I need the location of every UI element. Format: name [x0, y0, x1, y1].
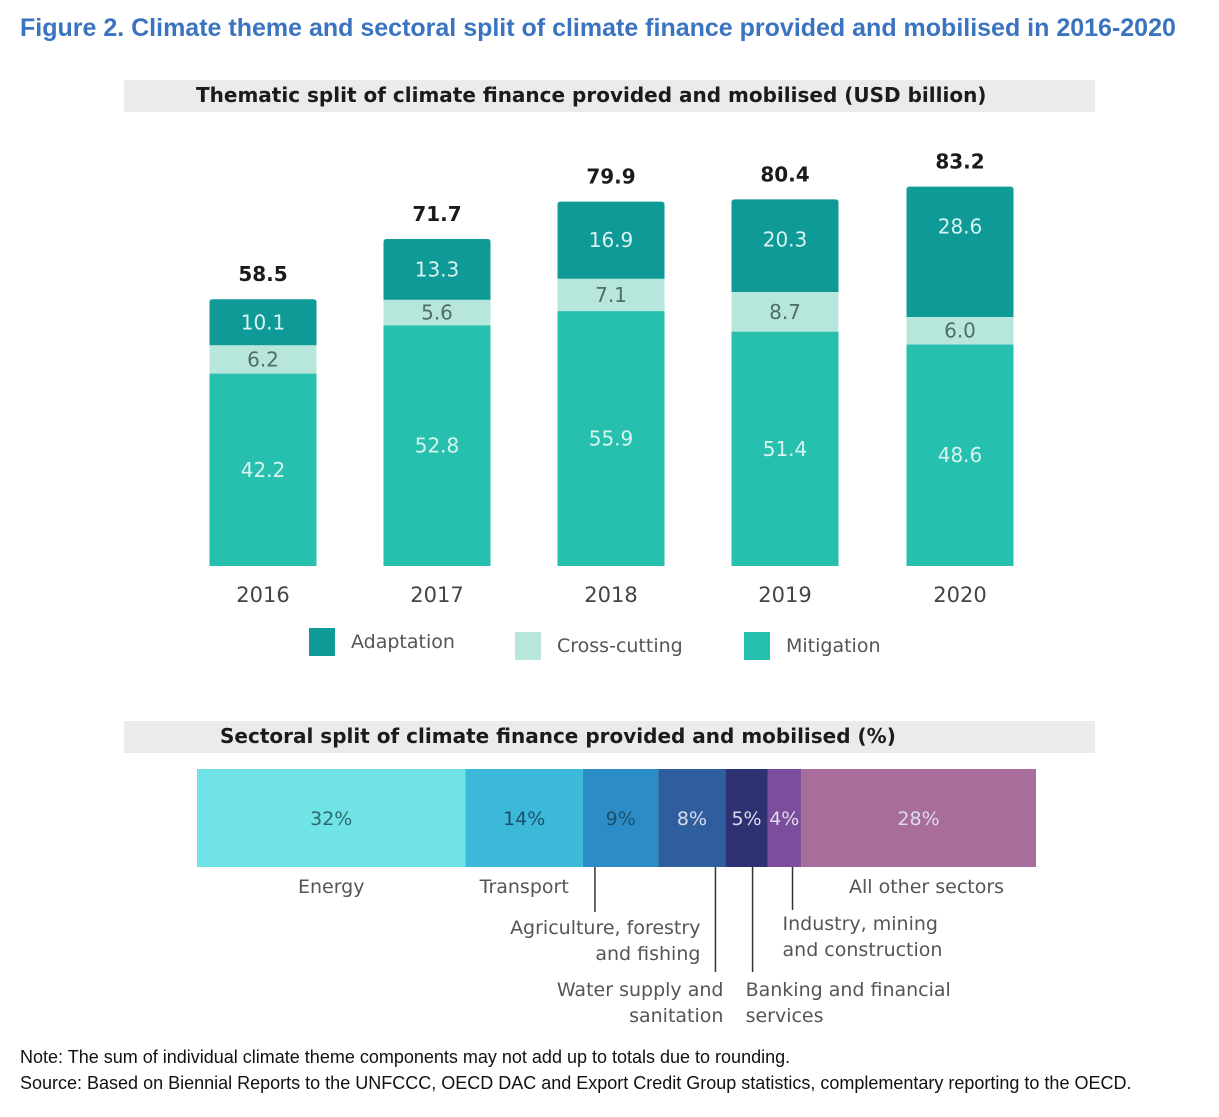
total-label-2016: 58.5 — [238, 262, 287, 286]
sectoral-chart-title: Sectoral split of climate finance provid… — [220, 724, 896, 748]
sector-bar-water-supply-and-sanitation — [658, 769, 726, 867]
sector-bar-all-other-sectors — [801, 769, 1036, 867]
sector-label-transport: 14% — [503, 808, 545, 830]
data-label-adaptation-2016: 10.1 — [241, 310, 286, 334]
total-label-2020: 83.2 — [935, 150, 984, 174]
data-label-mitigation-2020: 48.6 — [938, 443, 983, 467]
sector-label-industry-mining-and-construction: 4% — [769, 808, 799, 830]
bar-cross-cutting-2016 — [209, 345, 317, 374]
legend-label-adaptation: Adaptation — [351, 631, 455, 653]
bar-cross-cutting-2019 — [731, 291, 839, 332]
total-label-2018: 79.9 — [586, 165, 635, 189]
x-tick-2018: 2018 — [584, 583, 637, 607]
category-agriculture-line-1: Agriculture, forestry — [510, 917, 700, 939]
category-all-other-sectors: All other sectors — [849, 876, 1004, 898]
bar-adaptation-2017 — [383, 239, 491, 300]
legend-label-cross-cutting: Cross-cutting — [557, 635, 683, 657]
thematic-chart-title: Thematic split of climate finance provid… — [196, 83, 987, 107]
sector-bar-banking-and-financial-services — [725, 769, 768, 867]
legend-swatch-cross-cutting — [515, 632, 541, 660]
x-tick-2017: 2017 — [410, 583, 463, 607]
category-banking-line-2: services — [746, 1005, 824, 1027]
category-water-line-2: sanitation — [629, 1005, 723, 1027]
bar-mitigation-2017 — [383, 325, 491, 566]
data-label-cross-cutting-2018: 7.1 — [595, 283, 627, 307]
sector-bar-industry-mining-and-construction — [767, 769, 802, 867]
category-banking-line-1: Banking and financial — [746, 979, 951, 1001]
category-energy: Energy — [298, 876, 365, 898]
sector-label-water-supply-and-sanitation: 8% — [677, 808, 707, 830]
bar-cross-cutting-2020 — [906, 317, 1014, 345]
legend-item-adaptation: Adaptation — [309, 628, 455, 656]
sectoral-chart-header: Sectoral split of climate finance provid… — [124, 721, 1095, 753]
data-label-adaptation-2020: 28.6 — [938, 215, 983, 239]
data-label-adaptation-2019: 20.3 — [763, 227, 808, 251]
bar-cross-cutting-2017 — [383, 299, 491, 326]
legend-swatch-adaptation — [309, 628, 335, 656]
source-text: Source: Based on Biennial Reports to the… — [20, 1073, 1132, 1093]
data-label-mitigation-2018: 55.9 — [589, 427, 634, 451]
figure-title: Figure 2. Climate theme and sectoral spl… — [20, 14, 1176, 42]
data-label-cross-cutting-2016: 6.2 — [247, 347, 279, 371]
sector-bar-transport — [465, 769, 583, 867]
chart-canvas: 42.2 6.2 10.1 58.5 2016 52.8 5.6 13.3 71.7 2017 55… — [197, 150, 1036, 1027]
bar-adaptation-2016 — [209, 299, 317, 346]
bar-mitigation-2019 — [731, 331, 839, 566]
x-tick-2019: 2019 — [758, 583, 811, 607]
x-tick-2016: 2016 — [236, 583, 289, 607]
data-label-cross-cutting-2020: 6.0 — [944, 319, 976, 343]
total-label-2019: 80.4 — [760, 162, 809, 186]
category-agriculture-line-2: and fishing — [595, 943, 700, 965]
bar-mitigation-2018 — [557, 311, 665, 566]
bar-cross-cutting-2018 — [557, 278, 665, 312]
data-label-adaptation-2018: 16.9 — [589, 228, 634, 252]
bar-mitigation-2020 — [906, 344, 1014, 566]
total-label-2017: 71.7 — [412, 202, 461, 226]
category-water-line-1: Water supply and — [557, 979, 724, 1001]
category-transport: Transport — [479, 876, 569, 898]
data-label-mitigation-2016: 42.2 — [241, 458, 286, 482]
data-label-cross-cutting-2017: 5.6 — [421, 300, 453, 324]
note-text: Note: The sum of individual climate them… — [20, 1047, 791, 1067]
data-label-mitigation-2019: 51.4 — [763, 437, 808, 461]
sector-label-banking-and-financial-services: 5% — [731, 808, 761, 830]
data-label-adaptation-2017: 13.3 — [415, 257, 460, 281]
sector-label-agriculture-forestry-and-fishing: 9% — [606, 808, 636, 830]
legend-item-mitigation: Mitigation — [744, 632, 881, 660]
sector-label-energy: 32% — [310, 808, 352, 830]
bar-mitigation-2016 — [209, 373, 317, 566]
notes: Note: The sum of individual climate them… — [20, 1044, 1131, 1096]
sector-label-all-other-sectors: 28% — [897, 808, 939, 830]
legend-swatch-mitigation — [744, 632, 770, 660]
category-industry-line-2: and construction — [783, 939, 943, 961]
sector-bar-agriculture-forestry-and-fishing — [582, 769, 659, 867]
x-tick-2020: 2020 — [933, 583, 986, 607]
legend-item-cross-cutting: Cross-cutting — [515, 632, 683, 660]
bar-adaptation-2020 — [906, 186, 1014, 318]
legend-label-mitigation: Mitigation — [786, 635, 881, 657]
data-label-mitigation-2017: 52.8 — [415, 434, 460, 458]
sector-bar-energy — [197, 769, 466, 867]
category-industry-line-1: Industry, mining — [783, 913, 938, 935]
bar-adaptation-2019 — [731, 199, 839, 292]
data-label-cross-cutting-2019: 8.7 — [769, 300, 801, 324]
thematic-chart-header: Thematic split of climate finance provid… — [124, 80, 1095, 112]
bar-adaptation-2018 — [557, 201, 665, 279]
